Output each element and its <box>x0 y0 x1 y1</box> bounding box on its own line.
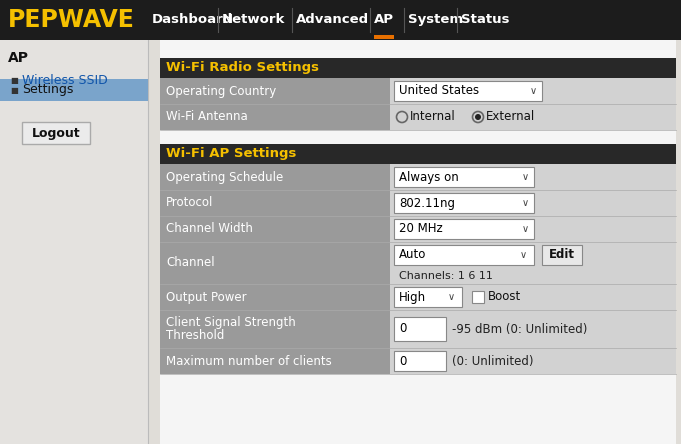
Text: Boost: Boost <box>488 290 521 304</box>
FancyBboxPatch shape <box>394 219 534 239</box>
Bar <box>390 78 676 104</box>
Bar <box>160 348 390 374</box>
Text: Operating Schedule: Operating Schedule <box>166 170 283 183</box>
Text: Network: Network <box>222 13 285 27</box>
Bar <box>0 0 681 40</box>
Text: Channels: 1 6 11: Channels: 1 6 11 <box>399 271 493 281</box>
Text: United States: United States <box>399 84 479 98</box>
Bar <box>374 35 394 39</box>
Text: External: External <box>486 111 535 123</box>
Bar <box>160 216 390 242</box>
Text: Channel Width: Channel Width <box>166 222 253 235</box>
Text: Channel: Channel <box>166 257 215 270</box>
Text: (0: Unlimited): (0: Unlimited) <box>452 354 533 368</box>
Text: ∨: ∨ <box>448 292 455 302</box>
Text: AP: AP <box>8 51 29 65</box>
FancyBboxPatch shape <box>472 291 484 303</box>
Text: ■: ■ <box>10 75 18 84</box>
Bar <box>160 40 676 444</box>
Bar <box>0 79 148 101</box>
Circle shape <box>475 114 481 120</box>
Text: Auto: Auto <box>399 249 426 262</box>
Bar <box>160 104 390 130</box>
Text: ∨: ∨ <box>522 198 529 208</box>
Text: Maximum number of clients: Maximum number of clients <box>166 354 332 368</box>
Text: ∨: ∨ <box>530 86 537 96</box>
Text: Always on: Always on <box>399 170 459 183</box>
FancyBboxPatch shape <box>394 317 446 341</box>
Bar <box>160 310 390 348</box>
Bar <box>160 164 390 190</box>
Text: Wireless SSID: Wireless SSID <box>22 74 108 87</box>
Bar <box>160 144 676 164</box>
FancyBboxPatch shape <box>394 245 534 265</box>
Bar <box>390 348 676 374</box>
Text: -95 dBm (0: Unlimited): -95 dBm (0: Unlimited) <box>452 322 588 336</box>
Text: PEPWAVE: PEPWAVE <box>8 8 135 32</box>
Bar <box>160 78 390 104</box>
Bar <box>160 284 390 310</box>
FancyBboxPatch shape <box>22 122 90 144</box>
Bar <box>390 104 676 130</box>
Text: Operating Country: Operating Country <box>166 84 276 98</box>
Bar <box>160 190 390 216</box>
Text: ∨: ∨ <box>520 250 527 260</box>
Bar <box>390 216 676 242</box>
FancyBboxPatch shape <box>394 167 534 187</box>
FancyBboxPatch shape <box>394 81 542 101</box>
Text: Wi-Fi Antenna: Wi-Fi Antenna <box>166 111 248 123</box>
Text: High: High <box>399 290 426 304</box>
Bar <box>390 310 676 348</box>
Text: ∨: ∨ <box>522 224 529 234</box>
Text: 802.11ng: 802.11ng <box>399 197 455 210</box>
Text: Protocol: Protocol <box>166 197 213 210</box>
Bar <box>390 164 676 190</box>
Bar <box>390 242 676 284</box>
FancyBboxPatch shape <box>394 351 446 371</box>
Text: Wi-Fi AP Settings: Wi-Fi AP Settings <box>166 147 296 160</box>
Text: Threshold: Threshold <box>166 329 224 342</box>
Text: Advanced: Advanced <box>296 13 369 27</box>
FancyBboxPatch shape <box>394 287 462 307</box>
Text: Status: Status <box>461 13 509 27</box>
FancyBboxPatch shape <box>542 245 582 265</box>
Text: Dashboard: Dashboard <box>152 13 234 27</box>
Text: Client Signal Strength: Client Signal Strength <box>166 316 296 329</box>
Text: Internal: Internal <box>410 111 456 123</box>
Bar <box>160 242 390 284</box>
Bar <box>390 190 676 216</box>
Text: Logout: Logout <box>32 127 80 139</box>
Bar <box>0 40 148 444</box>
Text: 0: 0 <box>399 322 407 336</box>
Text: ∨: ∨ <box>522 172 529 182</box>
Text: System: System <box>408 13 463 27</box>
Text: 0: 0 <box>399 354 407 368</box>
Text: ■: ■ <box>10 86 18 95</box>
Text: Edit: Edit <box>549 249 575 262</box>
Text: Wi-Fi Radio Settings: Wi-Fi Radio Settings <box>166 62 319 75</box>
Bar <box>160 58 676 78</box>
FancyBboxPatch shape <box>394 193 534 213</box>
Text: AP: AP <box>374 13 394 27</box>
Text: Settings: Settings <box>22 83 74 96</box>
Text: Output Power: Output Power <box>166 290 247 304</box>
Text: 20 MHz: 20 MHz <box>399 222 443 235</box>
Bar <box>390 284 676 310</box>
